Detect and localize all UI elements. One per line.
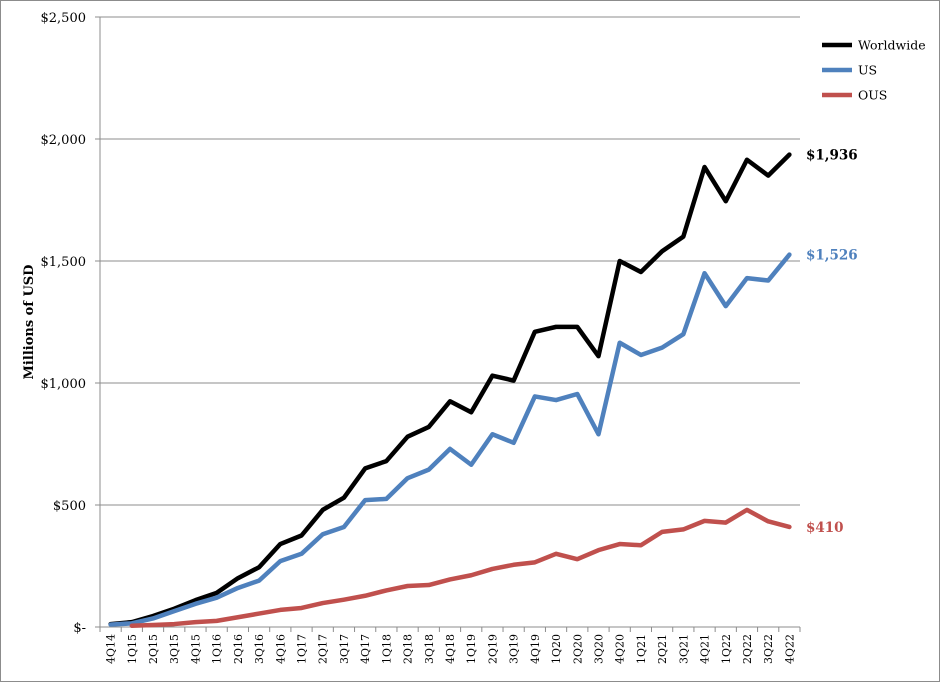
x-tick-label: 1Q17 [296,634,309,664]
x-tick-label: 1Q22 [720,634,733,664]
x-tick-label: 1Q19 [465,634,478,664]
x-tick-label: 1Q15 [126,634,139,664]
y-tick-label: $1,500 [41,255,87,270]
series-line-worldwide [108,152,792,627]
series-line-us [108,252,792,627]
x-tick-label: 1Q20 [550,634,563,664]
x-tick-label: 4Q19 [529,634,542,664]
end-label-worldwide: $1,936 [806,148,858,164]
x-tick-label: 4Q15 [189,634,202,664]
x-tick-label: 2Q19 [486,634,499,664]
x-tick-label: 2Q21 [656,634,669,664]
x-tick-label: 3Q19 [508,634,521,664]
y-axis-label: Millions of USD [22,265,37,380]
x-tick-label: 1Q16 [211,634,224,664]
x-tick-label: 4Q17 [359,634,372,664]
x-tick-label: 1Q21 [635,634,648,664]
x-tick-label: 3Q18 [423,634,436,664]
x-tick-label: 4Q20 [614,634,627,664]
x-tick-label: 3Q21 [677,634,690,664]
x-tick-label: 3Q20 [592,634,605,664]
x-tick-label: 3Q17 [338,634,351,664]
x-tick-label: 2Q22 [741,634,754,664]
x-tick-label: 1Q18 [380,634,393,664]
x-tick-label: 4Q22 [783,634,796,664]
y-tick-label: $1,000 [41,377,87,392]
y-tick-label: $- [73,621,86,636]
x-tick-label: 2Q17 [317,634,330,664]
x-tick-label: 4Q14 [105,634,118,664]
x-tick-label: 4Q21 [699,634,712,664]
x-tick-label: 2Q18 [402,634,415,664]
x-tick-label: 3Q15 [168,634,181,664]
legend-label-worldwide: Worldwide [858,38,926,53]
legend-label-ous: OUS [858,88,887,103]
y-tick-label: $2,000 [41,133,87,148]
x-tick-label: 2Q20 [571,634,584,664]
end-label-us: $1,526 [806,248,858,264]
series-line-ous [129,507,792,629]
x-tick-label: 3Q22 [762,634,775,664]
x-tick-label: 4Q18 [444,634,457,664]
x-tick-label: 2Q16 [232,634,245,664]
x-tick-label: 3Q16 [253,634,266,664]
y-tick-label: $2,500 [41,11,87,26]
end-label-ous: $410 [806,520,844,536]
x-tick-label: 2Q15 [147,634,160,664]
y-tick-label: $500 [53,499,86,514]
legend-label-us: US [858,63,877,78]
x-tick-label: 4Q16 [274,634,287,664]
